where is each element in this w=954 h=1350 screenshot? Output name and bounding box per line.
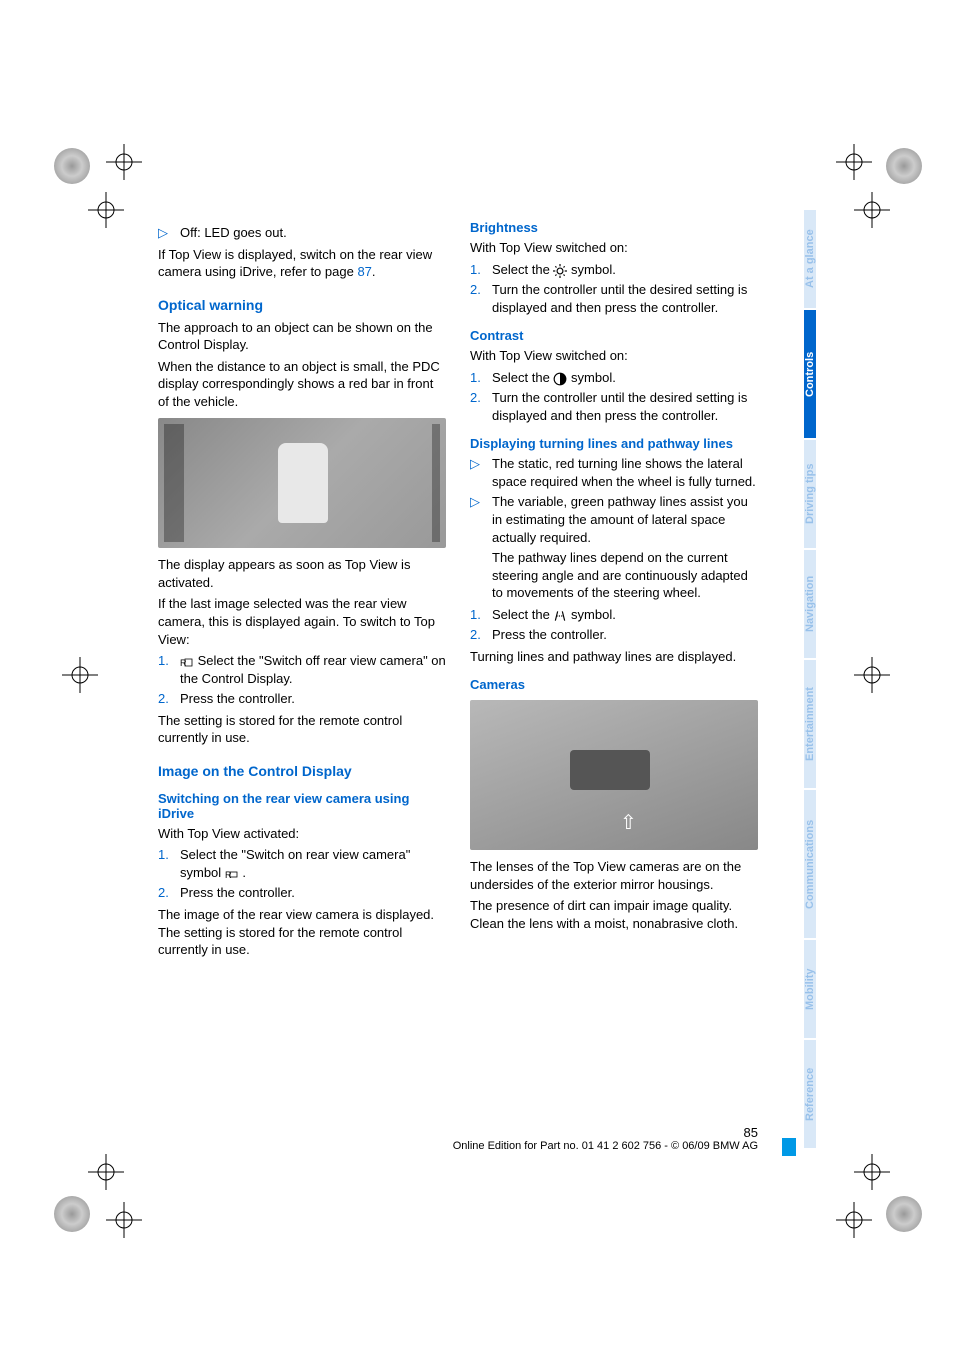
registration-mark — [852, 1152, 892, 1192]
body-text: The setting is stored for the remote con… — [158, 712, 446, 747]
text: . — [372, 264, 376, 279]
registration-mark — [60, 655, 100, 695]
tab-at-a-glance: At a glance — [804, 210, 816, 308]
step-2: Press the controller. — [470, 626, 758, 644]
body-text: The display appears as soon as Top View … — [158, 556, 446, 591]
print-rosette — [886, 1196, 922, 1232]
text: symbol. — [567, 607, 615, 622]
step-2: Turn the controller until the desired se… — [470, 281, 758, 316]
registration-mark — [86, 1152, 126, 1192]
registration-mark — [834, 142, 874, 182]
page-footer: 85 Online Edition for Part no. 01 41 2 6… — [158, 1125, 758, 1152]
body-text: If the last image selected was the rear … — [158, 595, 446, 648]
topview-note: If Top View is displayed, switch on the … — [158, 246, 446, 281]
section-tabs: At a glance Controls Driving tips Naviga… — [804, 210, 832, 1150]
text: Select the — [492, 370, 553, 385]
body-text: Turning lines and pathway lines are disp… — [470, 648, 758, 666]
camera-off-icon: R — [180, 656, 194, 668]
svg-text:R: R — [180, 658, 187, 668]
body-text: The lenses of the Top View cameras are o… — [470, 858, 758, 893]
text: symbol. — [567, 370, 615, 385]
page-ref-link[interactable]: 87 — [357, 264, 371, 279]
subheading-brightness: Brightness — [470, 220, 758, 235]
body-text: With Top View switched on: — [470, 239, 758, 257]
text: symbol. — [567, 262, 615, 277]
text: . — [239, 865, 246, 880]
brightness-icon — [553, 264, 567, 276]
bullet-pathway-sub: The pathway lines depend on the current … — [470, 549, 758, 602]
text: Select the — [492, 262, 553, 277]
subheading-turning-lines: Displaying turning lines and pathway lin… — [470, 436, 758, 451]
tab-navigation: Navigation — [804, 550, 816, 658]
svg-text:R: R — [225, 870, 232, 880]
tab-reference: Reference — [804, 1040, 816, 1148]
pathway-icon — [553, 609, 567, 621]
registration-mark — [852, 655, 892, 695]
subheading-cameras: Cameras — [470, 677, 758, 692]
print-rosette — [54, 1196, 90, 1232]
tab-communications: Communications — [804, 790, 816, 938]
registration-mark — [104, 142, 144, 182]
right-column: Brightness With Top View switched on: Se… — [470, 220, 758, 963]
bullet-turning-line: The static, red turning line shows the l… — [470, 455, 758, 490]
registration-mark — [834, 1200, 874, 1240]
step-1: R Select the "Switch off rear view camer… — [158, 652, 446, 687]
registration-mark — [86, 190, 126, 230]
step-1: Select the symbol. — [470, 261, 758, 279]
body-text: The presence of dirt can impair image qu… — [470, 897, 758, 932]
bullet-pathway-line: The variable, green pathway lines assist… — [470, 493, 758, 546]
camera-on-icon: R — [225, 868, 239, 880]
step-2: Press the controller. — [158, 884, 446, 902]
body-text: When the distance to an object is small,… — [158, 358, 446, 411]
text: Select the — [492, 607, 553, 622]
heading-image-control-display: Image on the Control Display — [158, 763, 446, 779]
tab-controls: Controls — [804, 310, 816, 438]
text: Select the "Switch off rear view camera"… — [180, 653, 446, 686]
page-number: 85 — [158, 1125, 758, 1140]
subheading-contrast: Contrast — [470, 328, 758, 343]
bullet-off-led: Off: LED goes out. — [158, 224, 446, 242]
page-marker — [782, 1138, 796, 1156]
text: Select the "Switch on rear view camera" … — [180, 847, 410, 880]
step-1: Select the symbol. — [470, 369, 758, 387]
body-text: The approach to an object can be shown o… — [158, 319, 446, 354]
step-1: Select the "Switch on rear view camera" … — [158, 846, 446, 881]
figure-pdc-display — [158, 418, 446, 548]
step-1: Select the symbol. — [470, 606, 758, 624]
body-text: The image of the rear view camera is dis… — [158, 906, 446, 959]
footer-text: Online Edition for Part no. 01 41 2 602 … — [158, 1140, 758, 1152]
step-2: Turn the controller until the desired se… — [470, 389, 758, 424]
subheading-switch-rear-camera: Switching on the rear view camera using … — [158, 791, 446, 821]
registration-mark — [104, 1200, 144, 1240]
text: If Top View is displayed, switch on the … — [158, 247, 432, 280]
body-text: With Top View switched on: — [470, 347, 758, 365]
tab-entertainment: Entertainment — [804, 660, 816, 788]
step-2: Press the controller. — [158, 690, 446, 708]
tab-mobility: Mobility — [804, 940, 816, 1038]
figure-mirror-camera: ⇧ — [470, 700, 758, 850]
contrast-icon — [553, 372, 567, 384]
heading-optical-warning: Optical warning — [158, 297, 446, 313]
registration-mark — [852, 190, 892, 230]
left-column: Off: LED goes out. If Top View is displa… — [158, 220, 446, 963]
print-rosette — [886, 148, 922, 184]
tab-driving-tips: Driving tips — [804, 440, 816, 548]
body-text: With Top View activated: — [158, 825, 446, 843]
print-rosette — [54, 148, 90, 184]
